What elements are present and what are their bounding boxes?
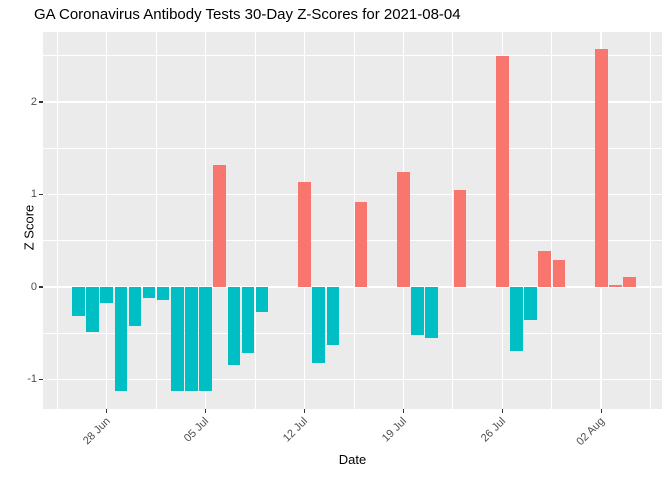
bar	[128, 287, 142, 326]
major-gridline-y	[43, 193, 662, 196]
bar	[326, 287, 340, 346]
bar	[255, 287, 269, 312]
minor-gridline-x	[353, 32, 355, 409]
bar	[552, 260, 566, 287]
x-tick-mark	[501, 409, 504, 413]
major-gridline-y	[43, 378, 662, 381]
x-tick-label: 02 Aug	[574, 415, 608, 449]
bar	[524, 287, 537, 321]
minor-gridline-x	[551, 32, 553, 409]
bar	[185, 287, 198, 391]
y-tick-label: 2	[30, 95, 37, 108]
plot-panel	[43, 32, 662, 409]
bar	[298, 182, 311, 287]
bar	[538, 250, 551, 287]
chart-title: GA Coronavirus Antibody Tests 30-Day Z-S…	[34, 6, 461, 23]
bar	[623, 276, 636, 287]
y-axis-title: Z Score	[21, 204, 37, 251]
bar	[312, 287, 325, 363]
bar	[354, 201, 368, 287]
bar	[227, 287, 241, 365]
x-tick-label: 12 Jul	[281, 415, 311, 445]
bar	[142, 287, 156, 299]
bar	[241, 287, 255, 353]
minor-gridline-x	[650, 32, 652, 409]
x-tick-mark	[105, 409, 108, 413]
y-tick-label: 1	[30, 188, 37, 200]
x-axis-title: Date	[338, 452, 367, 467]
bar	[496, 55, 509, 287]
minor-gridline-y	[43, 332, 662, 334]
major-gridline-y	[43, 286, 662, 288]
minor-gridline-y	[43, 240, 662, 242]
y-tick-label: 0	[30, 280, 37, 293]
x-tick-mark	[402, 409, 405, 413]
minor-gridline-x	[452, 32, 454, 409]
bar	[171, 287, 184, 391]
bar	[114, 287, 128, 391]
bar	[156, 287, 170, 300]
x-tick-label: 19 Jul	[379, 415, 410, 445]
minor-gridline-y	[43, 147, 662, 149]
bar	[609, 285, 622, 287]
bar	[72, 287, 85, 316]
minor-gridline-x	[56, 32, 58, 409]
y-tick-mark	[39, 286, 43, 288]
bar	[411, 287, 424, 336]
y-tick-mark	[39, 378, 43, 381]
bar	[425, 287, 438, 338]
minor-gridline-x	[254, 32, 256, 409]
y-tick-mark	[39, 101, 43, 103]
x-tick-mark	[600, 409, 602, 413]
major-gridline-y	[43, 101, 662, 103]
bar	[397, 172, 410, 287]
major-gridline-x	[204, 32, 207, 409]
minor-gridline-x	[155, 32, 157, 409]
x-tick-mark	[204, 409, 207, 413]
bar	[86, 287, 99, 333]
bar	[213, 164, 226, 287]
bar	[453, 189, 467, 287]
x-tick-mark	[303, 409, 306, 413]
y-tick-label: -1	[27, 373, 37, 385]
x-tick-label: 05 Jul	[182, 415, 212, 445]
bar	[100, 287, 113, 303]
x-tick-label: 26 Jul	[478, 415, 509, 445]
y-tick-mark	[39, 193, 43, 196]
minor-gridline-y	[43, 55, 662, 57]
bar	[595, 49, 608, 287]
x-tick-label: 28 Jun	[80, 415, 113, 448]
bar	[199, 287, 212, 391]
bar	[510, 287, 523, 351]
major-gridline-x	[105, 32, 108, 409]
